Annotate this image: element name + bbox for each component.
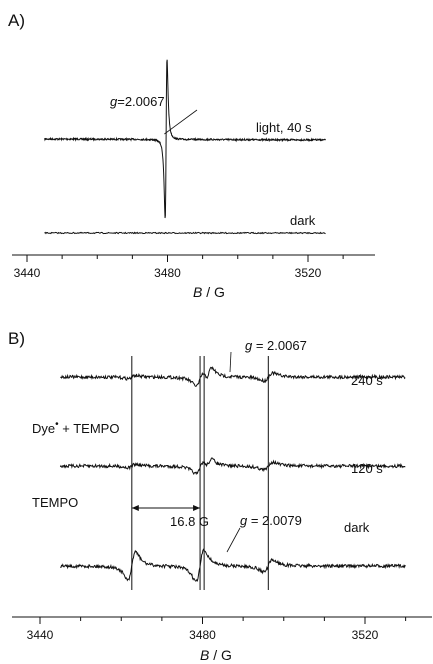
panel-b-tempo-label: TEMPO bbox=[32, 495, 78, 510]
panel-b-120s-label: 120 s bbox=[351, 461, 383, 476]
panel-b-g2-pointer bbox=[226, 527, 241, 553]
panel-b-g1-pointer bbox=[229, 351, 232, 373]
panel-a-g-pointer bbox=[164, 109, 198, 135]
panel-a-label: A) bbox=[8, 11, 25, 30]
panel-b-label: B) bbox=[8, 329, 25, 348]
panel-a-light-spectrum bbox=[44, 59, 327, 219]
panel-b-240s-spectrum bbox=[60, 366, 406, 387]
panel-b-120s-spectrum bbox=[59, 457, 406, 476]
panel-a-dark-label: dark bbox=[290, 213, 316, 228]
panel-b: B) g = 2.0067 g = 2.0079 16.8 G 240 s 12… bbox=[8, 329, 432, 663]
panel-a: A) g=2.0067 light, 40 s dark 3440 3480 352… bbox=[8, 11, 375, 300]
panel-b-splitting-arrowhead-left bbox=[131, 505, 139, 511]
panel-b-splitting-arrowhead-right bbox=[193, 505, 201, 511]
panel-b-x-label: B / G bbox=[200, 647, 232, 663]
panel-a-x-label: B / G bbox=[193, 284, 225, 300]
panel-b-splitting-label: 16.8 G bbox=[170, 514, 209, 529]
panel-a-light-label: light, 40 s bbox=[256, 120, 312, 135]
panel-b-g2-annotation: g = 2.0079 bbox=[240, 513, 302, 528]
panel-b-g1-annotation: g = 2.0067 bbox=[245, 338, 307, 353]
panel-b-x-tick-label: 3440 bbox=[27, 628, 54, 642]
panel-b-240s-label: 240 s bbox=[351, 373, 383, 388]
panel-a-x-tick-label: 3440 bbox=[14, 266, 41, 280]
panel-a-x-ticks: 3440 3480 3520 bbox=[14, 255, 344, 280]
panel-b-x-tick-label: 3480 bbox=[189, 628, 216, 642]
panel-b-dark-spectrum bbox=[60, 548, 406, 582]
panel-b-vertical-lines bbox=[131, 356, 269, 590]
panel-a-dark-spectrum bbox=[44, 231, 326, 235]
panel-b-dark-label: dark bbox=[344, 520, 370, 535]
panel-b-x-tick-label: 3520 bbox=[352, 628, 379, 642]
panel-b-dye-tempo-label: Dye• + TEMPO bbox=[32, 419, 119, 436]
panel-b-splitting-arrow bbox=[131, 505, 201, 511]
panel-a-g-annotation: g=2.0067 bbox=[110, 94, 165, 109]
panel-b-x-ticks: 3440 3480 3520 bbox=[27, 617, 407, 642]
panel-a-x-tick-label: 3520 bbox=[295, 266, 322, 280]
panel-a-x-tick-label: 3480 bbox=[154, 266, 181, 280]
